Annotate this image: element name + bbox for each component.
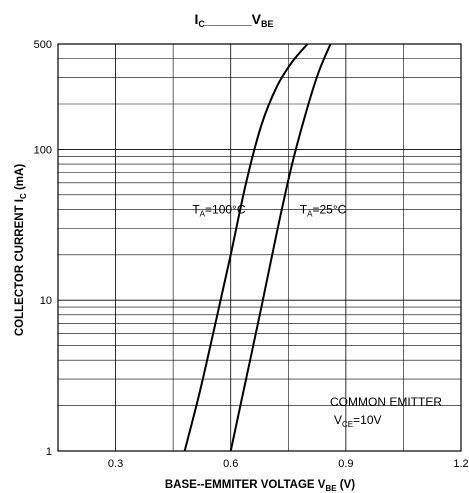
x-tick-label: 0.9 [338,458,353,470]
x-tick-label: 0.3 [108,458,123,470]
chart-title: IC______VBE [195,11,274,29]
grid [58,43,462,452]
y-tick-labels: 1 10 100 500 [34,39,52,458]
y-tick-label: 1 [46,446,52,458]
series-line-0 [183,43,309,452]
x-tick-labels: 0.3 0.6 0.9 1.2 [108,458,469,470]
annotation-vce: VCE=10V [334,413,382,429]
y-tick-label: 500 [34,39,52,51]
x-axis-title: BASE--EMMITER VOLTAGE VBE (V) [165,479,355,493]
x-tick-label: 0.6 [223,458,238,470]
annotation-common-emitter: COMMON EMITTER [330,395,442,409]
plot-frame [57,43,462,452]
y-tick-label: 100 [34,144,52,156]
y-axis-title: COLLECTOR CURRENT IC (mA) [14,164,28,336]
series-line-1 [229,43,332,452]
series-label-100c: TA=100°C [192,202,246,218]
curves [183,43,332,452]
x-tick-label: 1.2 [453,458,468,470]
y-tick-label: 10 [40,295,52,307]
series-label-25c: TA=25°C [300,202,347,218]
